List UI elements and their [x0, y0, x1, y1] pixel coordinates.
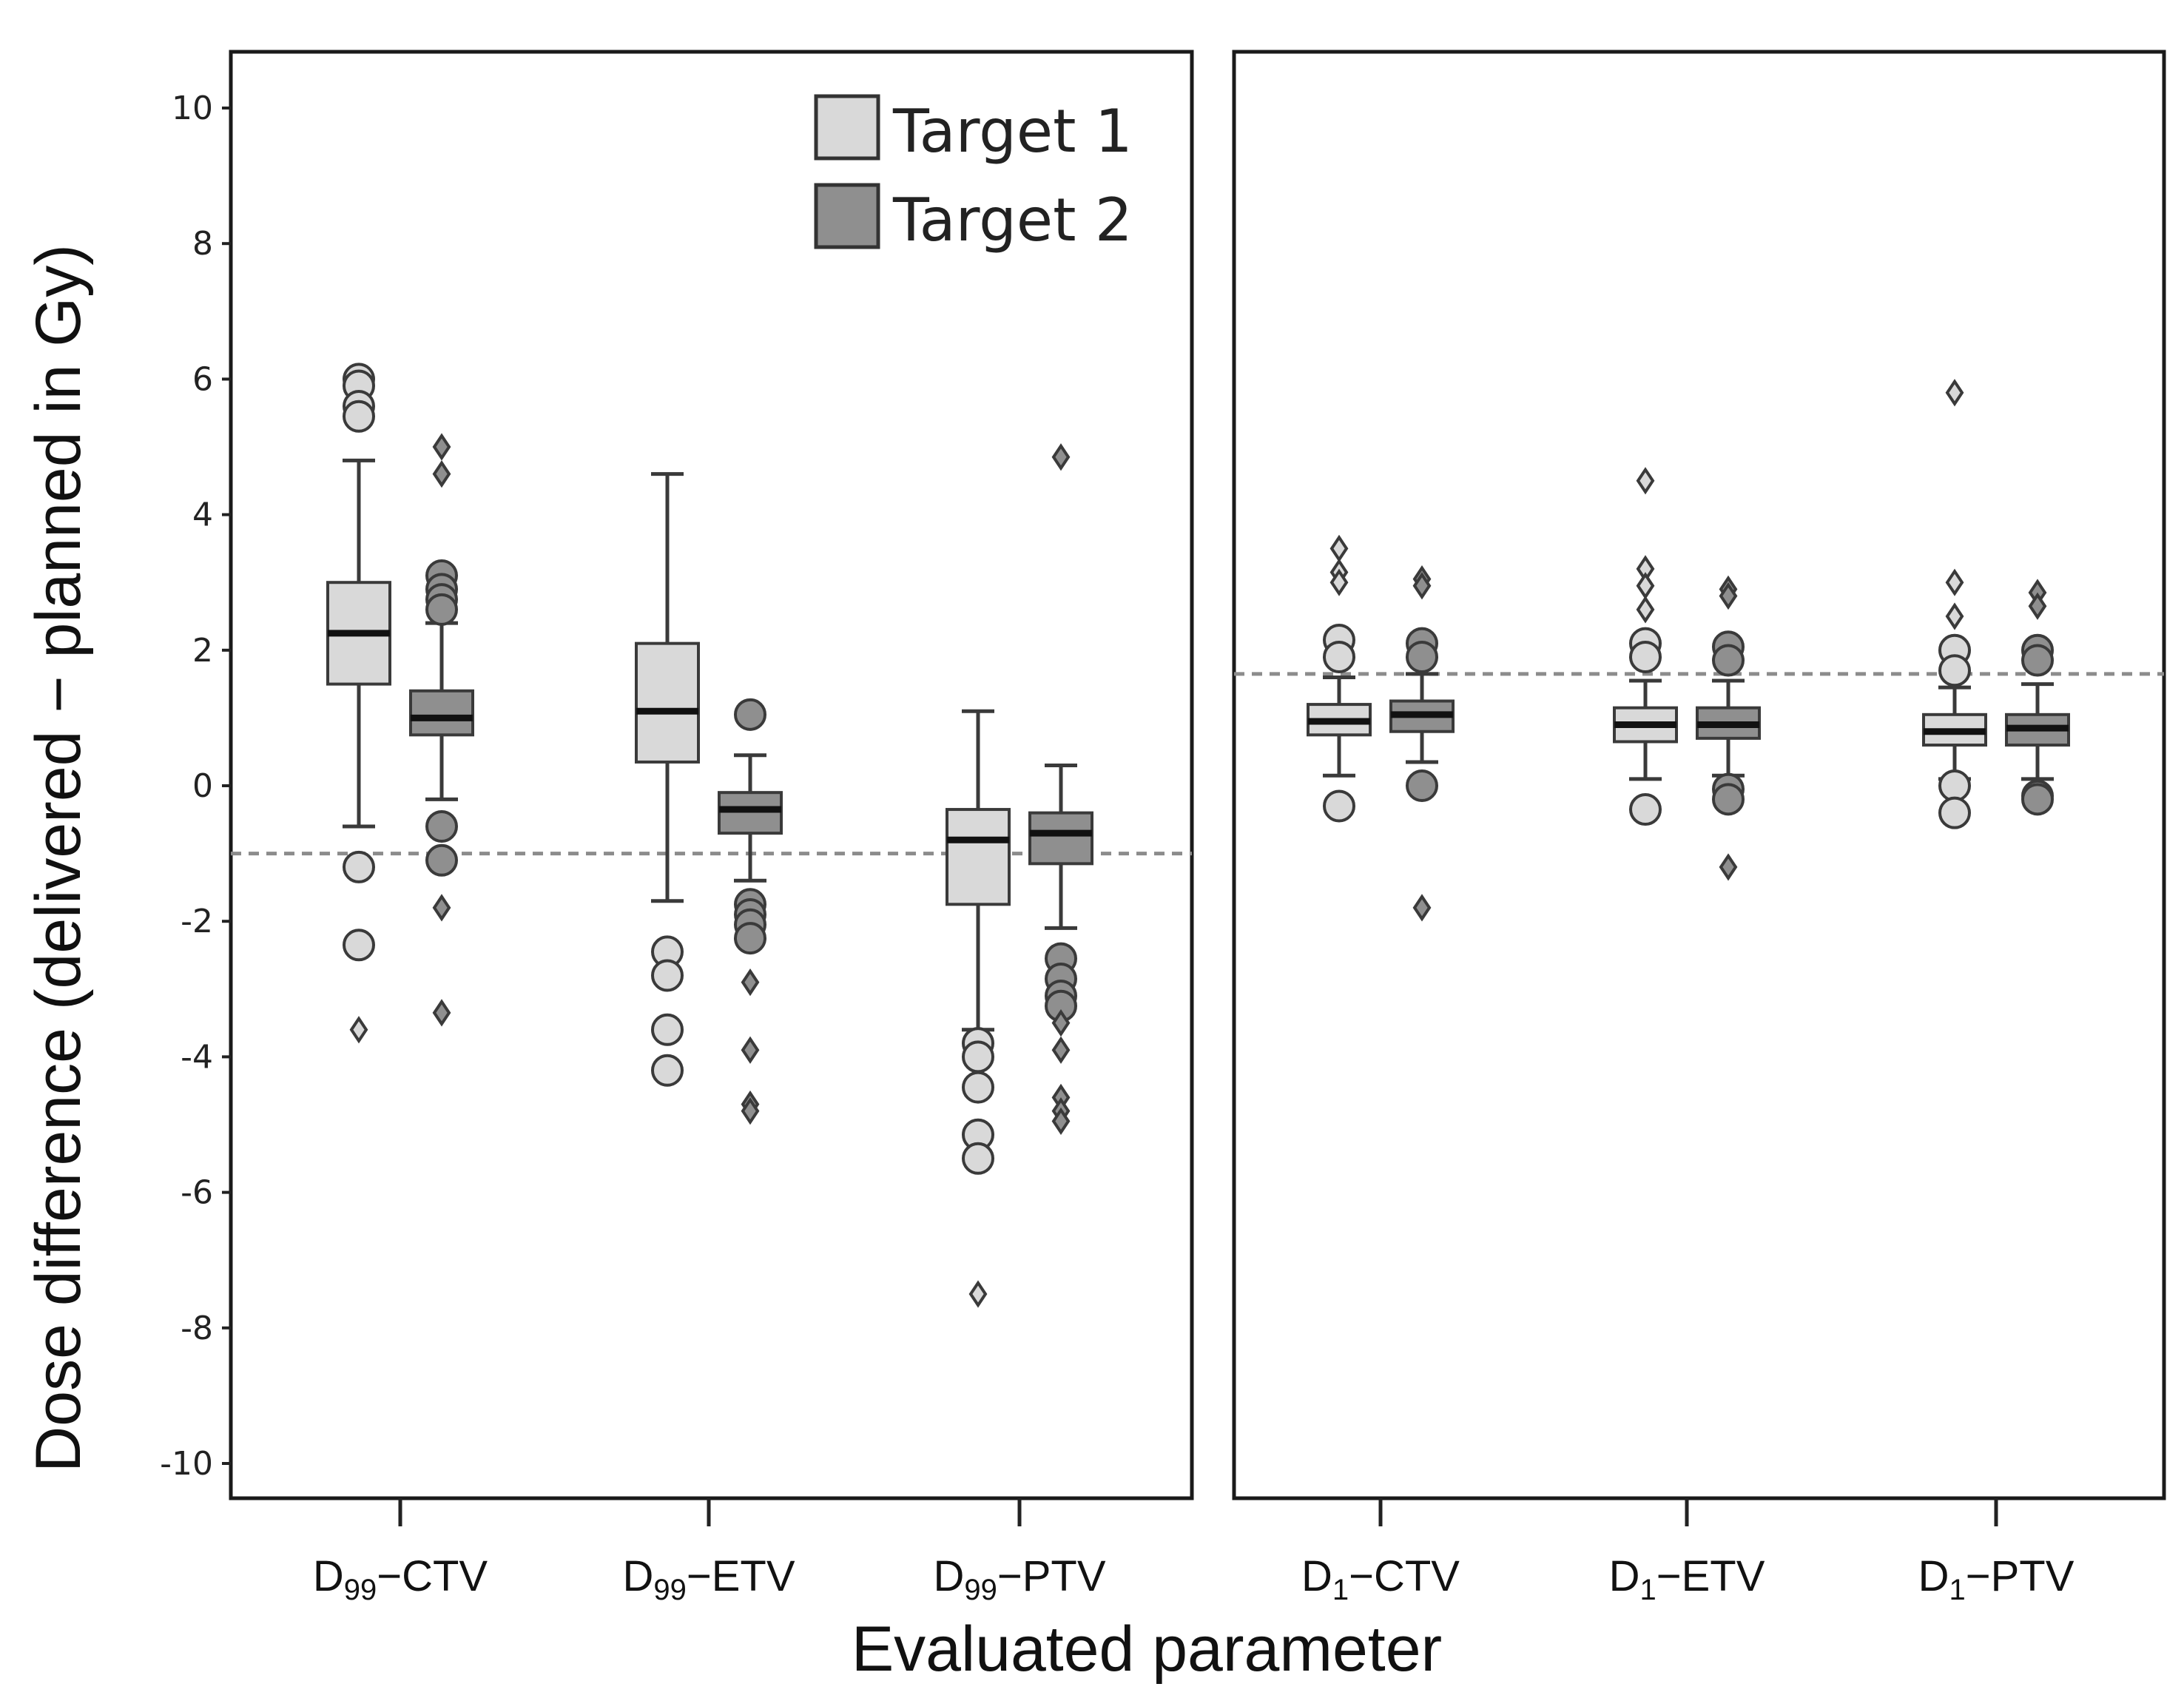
- outlier-point: [734, 698, 766, 731]
- y-tick-label: -8: [181, 1310, 213, 1347]
- y-tick-label: 4: [192, 496, 213, 534]
- outlier-point: [425, 843, 458, 877]
- y-tick-label: 0: [192, 767, 213, 805]
- panel-frame-1: [229, 50, 1194, 1500]
- y-tick-label: 2: [192, 632, 213, 670]
- outlier-point: [425, 809, 458, 843]
- x-category-label-d99-ctv: D99−CTV: [313, 1552, 488, 1606]
- y-tick-label: -10: [160, 1445, 213, 1483]
- extreme-point: [432, 433, 451, 461]
- y-axis-title: Dose difference (delivered − planned in …: [23, 244, 94, 1472]
- outlier-point: [1712, 644, 1745, 677]
- extreme-point: [1412, 894, 1432, 922]
- y-axis: 10 8 6 4 2 0 -2 -4 -6 -8 -10: [160, 90, 231, 1483]
- y-tick-label: 10: [172, 90, 213, 127]
- outlier-point: [343, 400, 375, 433]
- extreme-point: [1636, 467, 1655, 495]
- x-axis: D99−CTV D99−ETV D99−PTV D1−CTV D1−ETV D1−PTV: [313, 1498, 2075, 1606]
- outlier-point: [2021, 644, 2054, 677]
- extreme-point: [1051, 1036, 1071, 1064]
- extreme-point: [741, 968, 760, 997]
- x-category-label-d1-ctv: D1−CTV: [1301, 1552, 1460, 1606]
- extreme-point: [1945, 602, 1964, 630]
- panel-frames: [229, 50, 2166, 1500]
- box-d99-etv-target-1: [635, 472, 700, 1087]
- y-tick-label: 8: [192, 225, 213, 263]
- legend-swatch-target-1: [814, 94, 880, 161]
- panel-frame-2: [1232, 50, 2166, 1500]
- legend: Target 1 Target 2: [814, 94, 1133, 255]
- extreme-point: [1719, 582, 1738, 610]
- y-tick-label: -2: [181, 903, 213, 940]
- iqr-box: [718, 791, 783, 835]
- box-d1-etv-target-1: [1613, 467, 1678, 826]
- box-d99-ptv-target-2: [1028, 443, 1093, 1136]
- box-d99-ctv-target-1: [326, 363, 391, 1044]
- outlier-point: [1406, 640, 1438, 673]
- extreme-point: [1051, 1107, 1071, 1136]
- outlier-point: [2021, 783, 2054, 816]
- extreme-point: [1945, 568, 1964, 596]
- outlier-point: [651, 1013, 684, 1046]
- box-d1-ctv-target-1: [1307, 534, 1372, 823]
- box-d99-ctv-target-2: [409, 433, 474, 1027]
- x-category-label-d1-ptv: D1−PTV: [1918, 1552, 2075, 1606]
- iqr-box: [409, 689, 474, 737]
- outlier-point: [343, 929, 375, 962]
- extreme-point: [432, 999, 451, 1027]
- y-tick-label: -4: [181, 1038, 213, 1076]
- outlier-point: [425, 593, 458, 626]
- box-d1-etv-target-2: [1696, 575, 1761, 881]
- extreme-point: [741, 1036, 760, 1064]
- extreme-point: [1051, 443, 1071, 471]
- extreme-point: [968, 1280, 988, 1308]
- outlier-point: [1323, 789, 1355, 823]
- iqr-box: [946, 808, 1011, 906]
- outlier-point: [734, 922, 766, 955]
- outlier-point: [962, 1040, 994, 1074]
- x-category-label-d99-ptv: D99−PTV: [933, 1552, 1105, 1606]
- legend-swatch-target-2: [814, 183, 880, 249]
- outlier-point: [1938, 769, 1971, 802]
- box-d1-ptv-target-1: [1922, 379, 1987, 829]
- extreme-point: [432, 894, 451, 922]
- outlier-point: [1938, 654, 1971, 687]
- outlier-point: [962, 1071, 994, 1104]
- outlier-point: [651, 1054, 684, 1087]
- y-tick-label: -6: [181, 1174, 213, 1212]
- box-d99-ptv-target-1: [946, 709, 1011, 1308]
- outlier-point: [962, 1142, 994, 1175]
- extreme-point: [1412, 572, 1432, 600]
- outlier-point: [343, 850, 375, 883]
- box-series: [326, 363, 2070, 1308]
- extreme-point: [1945, 379, 1964, 407]
- extreme-point: [1051, 1008, 1071, 1037]
- outlier-point: [1712, 783, 1745, 816]
- outlier-point: [1938, 796, 1971, 829]
- extreme-point: [741, 1097, 760, 1125]
- extreme-point: [432, 460, 451, 488]
- extreme-point: [1329, 568, 1349, 596]
- box-d1-ctv-target-2: [1389, 565, 1455, 922]
- x-category-label-d99-etv: D99−ETV: [622, 1552, 795, 1606]
- legend-label-target-2: Target 2: [892, 186, 1133, 255]
- outlier-point: [1323, 640, 1355, 673]
- box-d1-ptv-target-2: [2005, 579, 2070, 816]
- y-tick-label: 6: [192, 360, 213, 398]
- x-category-label-d1-etv: D1−ETV: [1609, 1552, 1765, 1606]
- x-axis-title: Evaluated parameter: [852, 1614, 1442, 1685]
- extreme-point: [349, 1016, 368, 1044]
- extreme-point: [1719, 853, 1738, 881]
- iqr-box: [1028, 811, 1093, 866]
- outlier-point: [1629, 793, 1662, 826]
- outlier-point: [651, 959, 684, 992]
- box-d99-etv-target-2: [718, 698, 783, 1125]
- iqr-box: [635, 641, 700, 764]
- extreme-point: [2028, 592, 2047, 620]
- outlier-point: [1629, 640, 1662, 673]
- extreme-point: [1636, 596, 1655, 624]
- legend-label-target-1: Target 1: [892, 97, 1133, 166]
- outlier-point: [1406, 769, 1438, 802]
